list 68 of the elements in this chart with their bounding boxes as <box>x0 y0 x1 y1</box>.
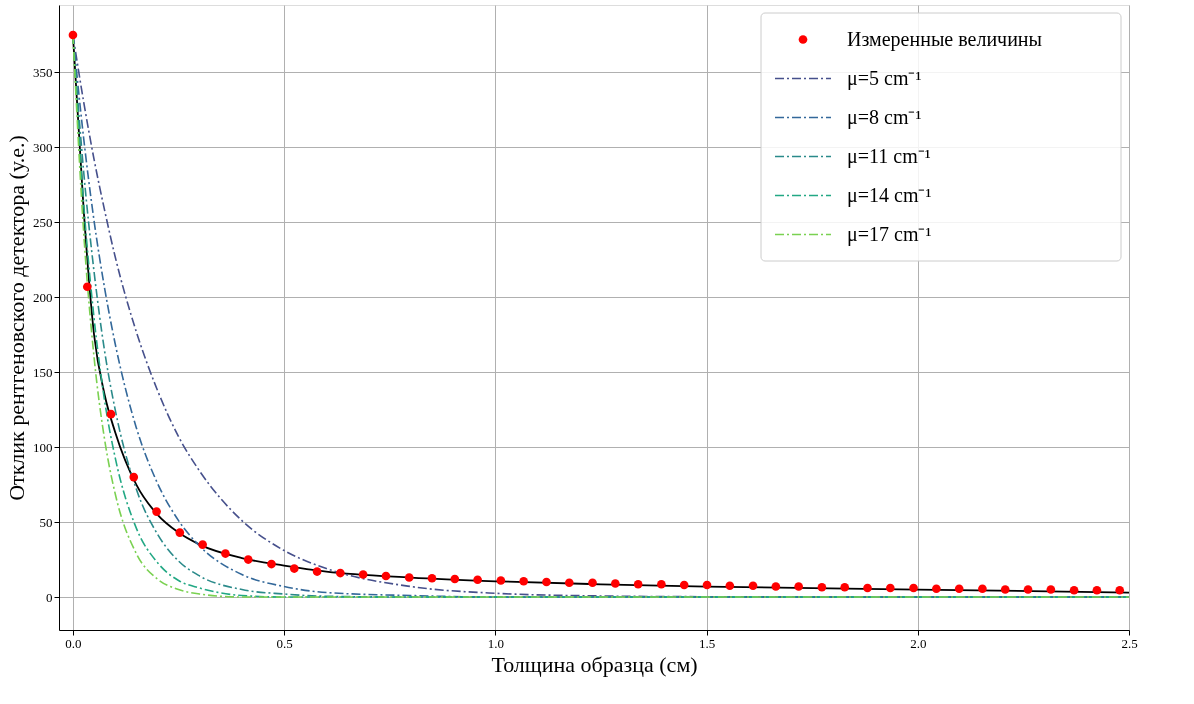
x-tick-label: 2.5 <box>1121 635 1138 651</box>
y-tick-label: 50 <box>39 514 53 530</box>
y-tick-label: 200 <box>33 289 53 305</box>
y-tick-label: 150 <box>33 364 53 380</box>
y-tick-label: 300 <box>33 139 53 155</box>
legend-label: μ=8 cm⁻¹ <box>847 105 922 129</box>
point <box>152 507 161 516</box>
point <box>1000 585 1010 594</box>
point <box>1023 585 1033 594</box>
x-tick-label: 1.0 <box>487 635 504 651</box>
point <box>381 571 391 581</box>
point <box>129 472 139 482</box>
point <box>748 581 758 591</box>
legend-label: μ=11 cm⁻¹ <box>847 144 931 168</box>
point <box>1092 585 1102 595</box>
point <box>932 584 941 594</box>
point <box>358 570 368 579</box>
point <box>82 282 92 292</box>
x-tick-label: 0.5 <box>276 635 293 651</box>
point <box>1069 585 1079 595</box>
point <box>267 559 276 569</box>
point <box>519 576 528 586</box>
point <box>611 579 620 588</box>
point <box>633 579 643 589</box>
y-tick-label: 350 <box>33 64 53 80</box>
point <box>336 568 345 578</box>
point <box>198 540 207 549</box>
x-axis-title: Толщина образца (см) <box>491 651 698 677</box>
point <box>427 573 437 583</box>
point <box>450 574 460 584</box>
point <box>542 577 551 587</box>
point <box>817 582 827 592</box>
point <box>221 549 230 558</box>
point <box>106 409 116 419</box>
point <box>794 582 803 591</box>
legend-label: μ=14 cm⁻¹ <box>847 183 932 207</box>
point <box>725 581 735 591</box>
point <box>473 575 482 585</box>
point <box>404 573 414 582</box>
point <box>175 528 185 537</box>
point <box>954 584 964 594</box>
point <box>771 582 781 591</box>
x-tick-label: 2.0 <box>910 635 927 651</box>
y-tick-label: 0 <box>46 589 53 605</box>
x-tick-label: 1.5 <box>698 635 716 651</box>
point <box>289 564 299 573</box>
point <box>312 567 322 576</box>
point <box>657 579 666 589</box>
point <box>863 583 872 593</box>
point <box>564 578 574 588</box>
point <box>243 555 253 564</box>
x-tick-label: 0.0 <box>65 635 82 651</box>
point <box>588 578 597 588</box>
point <box>496 576 506 585</box>
point <box>909 583 918 593</box>
y-tick-label: 100 <box>33 439 53 455</box>
point <box>1046 585 1056 594</box>
legend-label: μ=5 cm⁻¹ <box>847 66 922 90</box>
point <box>68 30 78 40</box>
point <box>1115 585 1125 595</box>
legend-label: μ=17 cm⁻¹ <box>847 222 932 246</box>
point <box>978 584 987 594</box>
point <box>679 580 689 590</box>
legend-label: Измеренные величины <box>847 27 1042 51</box>
point <box>840 582 850 592</box>
y-tick-label: 250 <box>33 214 53 230</box>
y-axis-title: Отклик рентгеновского детектора (у.е.) <box>4 135 29 501</box>
point <box>886 583 895 593</box>
